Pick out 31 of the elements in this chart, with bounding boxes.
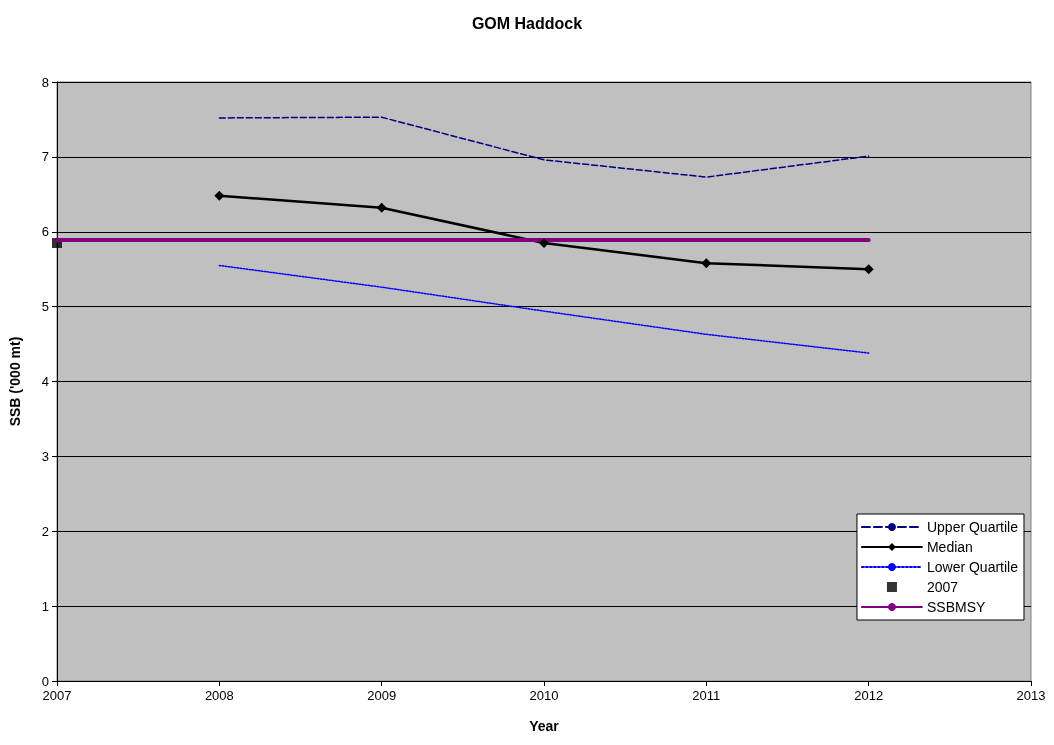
- x-axis-title: Year: [529, 718, 560, 734]
- point: [214, 190, 225, 201]
- y-tick-label: 3: [41, 448, 49, 464]
- point: [376, 202, 387, 213]
- line-series: [218, 116, 870, 178]
- x-tick-label: 2012: [854, 688, 884, 703]
- y-tick-label: 6: [41, 224, 49, 240]
- y-tick-label: 2: [41, 523, 49, 539]
- point: [701, 258, 712, 269]
- legend-label: Median: [926, 539, 973, 555]
- x-tick-label: 2008: [204, 688, 234, 703]
- legend-label: Lower Quartile: [926, 559, 1019, 575]
- line-series: [218, 264, 870, 354]
- y-tick-label: 8: [41, 74, 49, 90]
- legend-label: Upper Quartile: [926, 519, 1019, 535]
- point: [863, 264, 874, 275]
- x-tick-label: 2013: [1016, 688, 1046, 703]
- legend-label: 2007: [926, 579, 959, 595]
- y-tick-label: 1: [41, 598, 49, 614]
- x-tick-label: 2010: [529, 688, 559, 703]
- x-tick-label: 2011: [692, 688, 721, 703]
- legend-label: SSBMSY: [926, 599, 986, 615]
- y-axis-title: SSB ('000 mt): [7, 336, 23, 427]
- chart-title: GOM Haddock: [471, 14, 583, 32]
- x-tick-label: 2009: [367, 688, 397, 703]
- y-tick-label: 4: [41, 374, 49, 389]
- point: [539, 237, 549, 248]
- y-tick-label: 0: [41, 673, 49, 689]
- y-tick-label: 5: [41, 299, 49, 315]
- y-tick-label: 7: [41, 149, 49, 165]
- x-tick-label: 2007: [42, 688, 72, 703]
